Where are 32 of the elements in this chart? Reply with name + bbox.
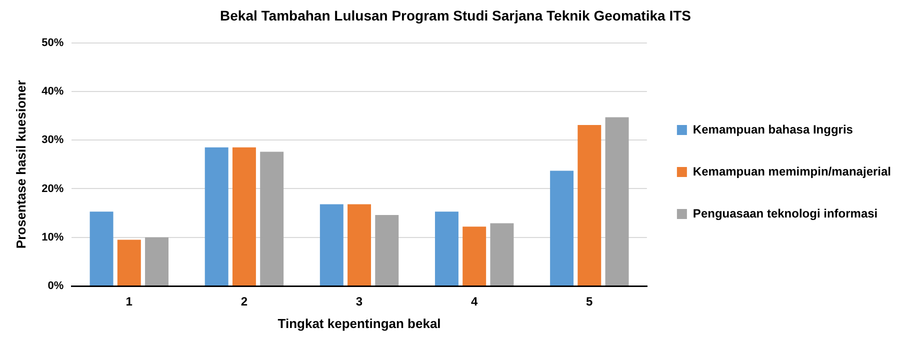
bar bbox=[320, 204, 344, 286]
x-axis-title: Tingkat kepentingan bekal bbox=[278, 316, 441, 331]
y-tick-label: 20% bbox=[42, 182, 64, 195]
x-tick-label: 5 bbox=[586, 294, 594, 309]
bar bbox=[578, 125, 602, 286]
y-tick-label: 50% bbox=[42, 36, 64, 49]
bar bbox=[462, 226, 486, 286]
bar bbox=[550, 170, 574, 286]
bar bbox=[117, 240, 141, 286]
legend-label: Penguasaan teknologi informasi bbox=[692, 206, 878, 220]
x-tick-label: 3 bbox=[356, 294, 363, 309]
bar bbox=[490, 223, 514, 286]
y-tick-label: 0% bbox=[48, 280, 64, 292]
legend-label: Kemampuan memimpin/manajerial bbox=[692, 164, 892, 178]
legend-label: Kemampuan bahasa Inggris bbox=[692, 122, 854, 136]
x-tick-label: 4 bbox=[470, 294, 478, 309]
bar bbox=[375, 214, 399, 286]
y-tick-label: 30% bbox=[42, 134, 64, 146]
bar bbox=[348, 204, 372, 286]
bar bbox=[260, 152, 284, 286]
y-tick-label: 10% bbox=[42, 231, 64, 244]
bar bbox=[232, 147, 256, 286]
y-axis-title: Prosentase hasil kuesioner bbox=[13, 80, 28, 249]
y-tick-label: 40% bbox=[42, 85, 64, 98]
bar bbox=[204, 147, 228, 286]
chart-title: Bekal Tambahan Lulusan Program Studi Sarjana Teknik Geomatika ITS bbox=[220, 7, 691, 24]
bar bbox=[145, 237, 168, 286]
x-tick-label: 1 bbox=[126, 294, 133, 309]
bar bbox=[434, 212, 458, 286]
bar bbox=[90, 212, 114, 286]
bar bbox=[605, 117, 629, 286]
x-tick-label: 2 bbox=[240, 294, 248, 309]
